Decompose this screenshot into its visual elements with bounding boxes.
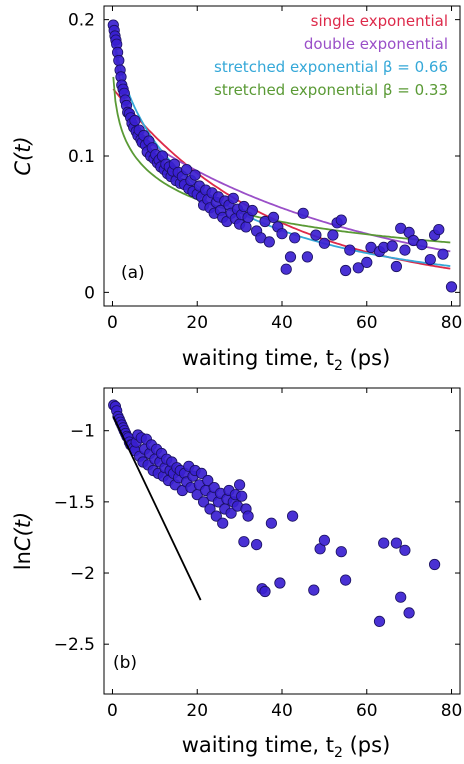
- data-point: [265, 517, 277, 529]
- reference-line: [112, 416, 202, 601]
- x-tick-label: 0: [107, 313, 118, 333]
- y-tick-label: −1.5: [54, 493, 95, 513]
- x-axis-label: waiting time, t2 (ps): [182, 346, 391, 374]
- data-point: [318, 534, 330, 546]
- panel-a: 0 20 40 60 80 0 0.1 0.2 single exponential double…: [11, 5, 463, 374]
- data-point: [339, 264, 352, 277]
- data-point: [259, 585, 271, 598]
- data-point: [198, 496, 210, 508]
- y-axis-label: lnC(t): [11, 512, 35, 570]
- x-tick-label: 40: [271, 313, 293, 333]
- data-point: [308, 584, 320, 596]
- data-point: [399, 544, 411, 556]
- y-axis-label: C(t): [11, 136, 35, 175]
- data-point: [335, 214, 347, 226]
- data-point: [217, 517, 229, 529]
- data-point: [238, 536, 250, 548]
- data-point: [274, 577, 286, 589]
- data-point: [399, 244, 411, 256]
- panel-label: (a): [121, 263, 145, 283]
- data-point: [310, 229, 322, 241]
- data-point: [297, 207, 309, 219]
- data-point: [267, 211, 280, 223]
- data-point: [339, 574, 352, 586]
- y-tick-label: 0.1: [68, 147, 95, 167]
- y-tick-label: −1: [70, 422, 95, 442]
- data-point: [301, 251, 313, 263]
- data-point: [195, 467, 208, 479]
- data-point: [289, 232, 301, 244]
- data-point: [352, 262, 364, 274]
- data-point: [181, 164, 193, 176]
- data-point: [240, 221, 252, 233]
- data-point: [335, 546, 347, 558]
- data-point: [344, 244, 356, 256]
- data-point: [276, 228, 288, 240]
- x-tick-label: 40: [271, 701, 293, 721]
- data-point: [424, 254, 436, 266]
- data-point: [327, 229, 339, 241]
- legend-entry: single exponential: [311, 12, 448, 30]
- data-point: [284, 251, 297, 263]
- panel-b: 0 20 40 60 80 −1 −1.5 −2 −2.5 (b) waiting time, t2…: [11, 387, 463, 761]
- data-point: [433, 224, 445, 236]
- x-tick-label: 20: [186, 701, 208, 721]
- data-point: [210, 510, 222, 522]
- data-point: [361, 256, 373, 268]
- data-point: [428, 558, 441, 571]
- x-tick-label: 80: [441, 701, 463, 721]
- legend-entry: double exponential: [304, 35, 448, 53]
- data-point: [129, 114, 141, 127]
- data-point: [189, 169, 201, 181]
- y-tick-label: 0: [84, 283, 95, 303]
- x-tick-label: 60: [356, 313, 378, 333]
- data-point: [286, 510, 299, 522]
- data-point: [204, 503, 216, 515]
- x-tick-label: 20: [186, 313, 208, 333]
- data-point: [234, 479, 246, 491]
- data-point: [386, 240, 398, 252]
- data-point: [202, 474, 214, 487]
- data-point: [390, 260, 402, 273]
- data-point: [416, 239, 428, 251]
- data-point: [318, 237, 330, 249]
- data-point: [242, 510, 254, 522]
- data-point: [251, 538, 263, 551]
- data-point: [225, 507, 237, 519]
- plot-frame: [103, 387, 461, 695]
- y-tick-label: −2.5: [54, 635, 95, 655]
- data-point: [280, 263, 292, 275]
- data-point: [246, 204, 258, 217]
- y-tick-label: −2: [70, 564, 95, 584]
- panel-label: (b): [113, 653, 137, 673]
- data-point: [373, 615, 386, 628]
- legend-entry: stretched exponential β = 0.66: [214, 58, 448, 76]
- data-point: [263, 236, 275, 248]
- y-tick-label: 0.2: [68, 11, 95, 31]
- data-point: [378, 537, 390, 549]
- data-point: [395, 591, 407, 603]
- data-point: [403, 607, 415, 619]
- data-point: [437, 248, 449, 260]
- x-tick-label: 60: [356, 701, 378, 721]
- fit-curve: [112, 76, 451, 244]
- data-point: [227, 192, 239, 204]
- data-point: [390, 537, 402, 549]
- data-point: [236, 490, 248, 502]
- x-tick-label: 0: [107, 701, 118, 721]
- data-point: [445, 281, 458, 293]
- x-axis-label: waiting time, t2 (ps): [182, 733, 391, 761]
- x-tick-label: 80: [441, 313, 463, 333]
- fit-curve: [112, 31, 451, 253]
- data-point: [113, 54, 125, 67]
- legend-entry: stretched exponential β = 0.33: [214, 81, 448, 99]
